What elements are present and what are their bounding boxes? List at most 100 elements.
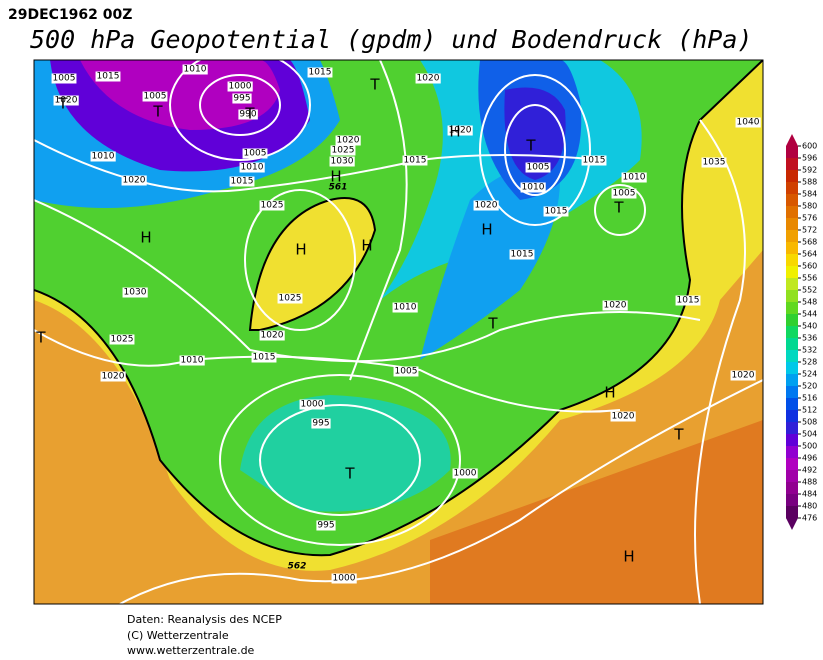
pressure-center: H <box>330 168 341 186</box>
colorbar-bin <box>786 410 798 423</box>
isobar-label: 1015 <box>253 353 276 363</box>
isobar-label: 1020 <box>102 372 125 382</box>
colorbar-tick-label: 572 <box>802 226 817 235</box>
colorbar-bin <box>786 230 798 243</box>
isobar-label: 1010 <box>522 183 545 193</box>
isobar-label: 1005 <box>53 74 76 84</box>
colorbar-tick-label: 480 <box>802 502 817 511</box>
colorbar-bin <box>786 338 798 351</box>
pressure-center: H <box>481 221 492 239</box>
isobar-label-bg <box>473 200 499 211</box>
colorbar-tick-label: 556 <box>802 274 817 283</box>
colorbar-tick-label: 600 <box>802 142 817 151</box>
colorbar-bin <box>786 446 798 459</box>
isobar-label-bg <box>701 157 727 168</box>
isobar-label: 1005 <box>144 92 167 102</box>
isobar-label: 1010 <box>394 303 417 313</box>
footer-line: (C) Wetterzentrale <box>127 629 229 642</box>
isobar-label: 1020 <box>449 126 472 136</box>
pressure-center: T <box>613 199 624 217</box>
map <box>34 60 763 604</box>
isobar-label-bg <box>621 172 647 183</box>
isobar-label-bg <box>51 73 77 84</box>
isobar-label-bg <box>415 73 441 84</box>
isobar-label: 1010 <box>184 65 207 75</box>
colorbar-tick-label: 504 <box>802 430 817 439</box>
isobar-label-bg <box>299 399 325 410</box>
isobar-label-bg <box>239 162 265 173</box>
colorbar-tick-label: 592 <box>802 166 817 175</box>
isobar-label-bg <box>100 371 126 382</box>
title: 500 hPa Geopotential (gpdm) und Bodendru… <box>30 25 752 54</box>
colorbar-bin <box>786 278 798 291</box>
colorbar-bin <box>786 206 798 219</box>
isobar-label-bg <box>452 468 478 479</box>
isobar-label: 1020 <box>55 96 78 106</box>
isobar-label-bg <box>543 206 569 217</box>
isobar-label-bg <box>730 370 756 381</box>
isobar-label-bg <box>675 295 701 306</box>
isobar-label-bg <box>251 352 277 363</box>
isobar-label-bg <box>335 135 361 146</box>
isobar-label-bg <box>182 64 208 75</box>
isobar-label-bg <box>520 182 546 193</box>
isobar-label: 1005 <box>395 367 418 377</box>
colorbar-tick-label: 584 <box>802 190 817 199</box>
isobar-label: 1020 <box>417 74 440 84</box>
isobar-label-bg <box>259 330 285 341</box>
colorbar-tick-label: 512 <box>802 406 817 415</box>
colorbar-bin <box>786 398 798 411</box>
colorbar-tick-label: 576 <box>802 214 817 223</box>
colorbar-tick-label: 476 <box>802 514 817 523</box>
footer-line: www.wetterzentrale.de <box>127 644 255 656</box>
colorbar-bin <box>786 302 798 315</box>
colorbar-bin <box>786 158 798 171</box>
isobar-label: 1030 <box>124 288 147 298</box>
pressure-center: H <box>449 123 460 141</box>
isobar-label-bg <box>95 71 121 82</box>
colorbar-bin <box>786 194 798 207</box>
isobar-label: 1020 <box>732 371 755 381</box>
isobar-label-bg <box>316 520 336 531</box>
isobar-label: 1005 <box>527 163 550 173</box>
colorbar-bin <box>786 242 798 255</box>
isobar-label-bg <box>238 109 258 120</box>
colorbar-tick-label: 524 <box>802 370 817 379</box>
isobar-label: 1025 <box>332 146 355 156</box>
pressure-center: H <box>604 384 615 402</box>
isobar-label: 1015 <box>97 72 120 82</box>
colorbar-tick-label: 596 <box>802 154 817 163</box>
isobar-label-bg <box>122 287 148 298</box>
footer-line: Daten: Reanalysis des NCEP <box>127 613 282 626</box>
isobar-label-bg <box>402 155 428 166</box>
isobar-label-bg <box>392 302 418 313</box>
pressure-center: H <box>623 548 634 566</box>
isobar-label-bg <box>53 95 79 106</box>
pressure-center: T <box>369 76 380 94</box>
colorbar-bin <box>786 422 798 435</box>
isobar-label-bg <box>179 355 205 366</box>
pressure-center: T <box>57 95 68 113</box>
colorbar-bin <box>786 314 798 327</box>
colorbar-tick-label: 492 <box>802 466 817 475</box>
colorbar-bin <box>786 290 798 303</box>
isobar-label: 1020 <box>123 176 146 186</box>
colorbar-bin <box>786 482 798 495</box>
isobar-label: 1010 <box>92 152 115 162</box>
isobar-label: 995 <box>233 94 250 104</box>
pressure-center: T <box>487 315 498 333</box>
isobar-label: 1040 <box>737 118 760 128</box>
isobar-label-bg <box>259 200 285 211</box>
pressure-center: H <box>361 237 372 255</box>
date: 29DEC1962 00Z <box>8 7 132 23</box>
colorbar-bin <box>786 350 798 363</box>
colorbar-bin <box>786 170 798 183</box>
colorbar-tick-label: 552 <box>802 286 817 295</box>
colorbar-tick-label: 544 <box>802 310 817 319</box>
isobar-label: 1015 <box>677 296 700 306</box>
isobar-label: 1005 <box>244 149 267 159</box>
isobar-label: 1010 <box>623 173 646 183</box>
isobar-label: 1015 <box>545 207 568 217</box>
colorbar-tick-label: 580 <box>802 202 817 211</box>
colorbar: 600 596 592 588 584 580 576 572 568 564 560 556 552 5… <box>786 134 817 530</box>
